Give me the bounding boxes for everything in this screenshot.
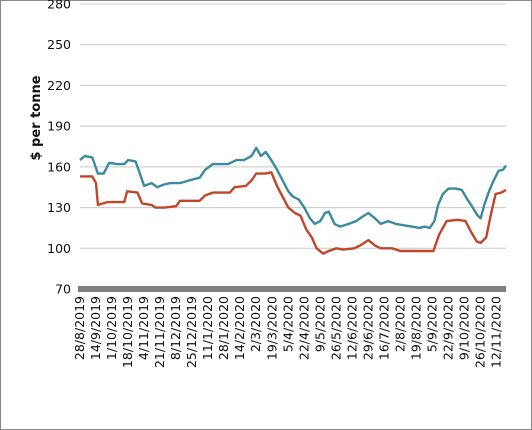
y-tick-label: 130 xyxy=(47,200,71,215)
x-tick-label: 2/8/2020 xyxy=(392,296,407,352)
y-tick-label: 250 xyxy=(47,37,71,52)
x-axis-bar xyxy=(78,286,506,292)
x-tick-label: 9/5/2020 xyxy=(312,296,327,352)
x-tick-labels: 28/8/2019 14/9/2019 1/10/2019 18/10/2019 4/1… xyxy=(72,296,504,368)
x-tick-label: 8/12/2019 xyxy=(168,296,183,360)
series-lines xyxy=(79,146,507,255)
x-tick-label: 28/1/2020 xyxy=(216,296,231,360)
y-tick-label: 100 xyxy=(47,241,71,256)
x-tick-label: 4/11/2019 xyxy=(136,296,151,360)
series-line-1 xyxy=(79,146,507,230)
y-tick-label: 160 xyxy=(47,159,71,174)
x-tick-label: 25/12/2019 xyxy=(184,296,199,368)
x-tick-label: 12/11/2020 xyxy=(489,296,504,368)
x-tick-label: 9/10/2020 xyxy=(457,296,472,360)
x-tick-label: 1/10/2019 xyxy=(104,296,119,360)
x-tick-label: 12/6/2020 xyxy=(344,296,359,360)
y-axis-label: $ per tonne xyxy=(29,75,44,160)
x-tick-label: 2/3/2020 xyxy=(248,296,263,352)
x-tick-label: 26/5/2020 xyxy=(328,296,343,360)
x-tick-label: 22/4/2020 xyxy=(296,296,311,360)
x-tick-label: 26/10/2020 xyxy=(473,296,488,368)
y-tick-label: 280 xyxy=(47,0,71,12)
x-tick-label: 28/8/2019 xyxy=(72,296,87,360)
x-tick-label: 21/11/2019 xyxy=(152,296,167,368)
x-tick-label: 14/2/2020 xyxy=(232,296,247,360)
x-tick-label: 14/9/2019 xyxy=(88,296,103,360)
y-tick-label: 220 xyxy=(47,78,71,93)
x-tick-label: 5/9/2020 xyxy=(424,296,439,352)
x-tick-label: 11/1/2020 xyxy=(200,296,215,360)
x-tick-label: 22/9/2020 xyxy=(441,296,456,360)
y-tick-labels: 70 100 130 160 190 220 250 280 xyxy=(47,0,71,297)
x-tick-label: 18/10/2019 xyxy=(120,296,135,368)
y-tick-label: 70 xyxy=(55,282,71,297)
x-tick-label: 5/4/2020 xyxy=(280,296,295,352)
y-tick-label: 190 xyxy=(47,119,71,134)
x-tick-label: 29/6/2020 xyxy=(360,296,375,360)
x-tick-label: 16/7/2020 xyxy=(376,296,391,360)
series-line-2 xyxy=(80,171,507,255)
x-tick-label: 19/3/2020 xyxy=(264,296,279,360)
x-tick-label: 19/8/2020 xyxy=(408,296,423,360)
